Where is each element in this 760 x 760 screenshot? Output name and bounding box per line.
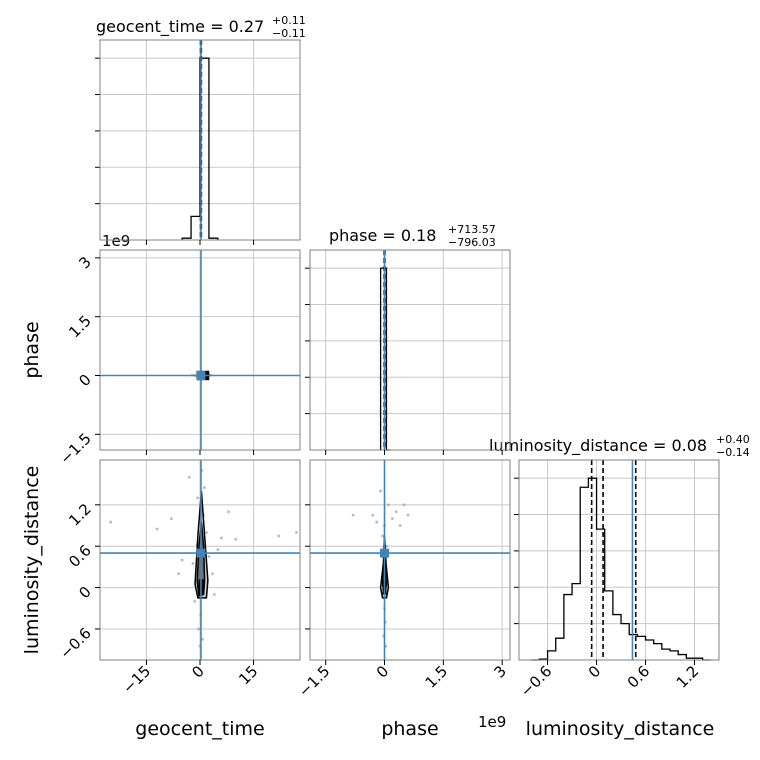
pair-phase-vs-luminosity-distance-point-3 [406,513,410,517]
pair-geocent-time-vs-luminosity-distance-point-28 [177,572,180,576]
title-phase-sub: −796.03 [448,236,496,249]
pair-geocent-time-vs-luminosity-distance-point-14 [205,531,208,534]
pair-phase-vs-luminosity-distance-point-15 [351,513,355,517]
pair-phase-vs-luminosity-distance-x-ticklabel-2: 1.5 [422,662,452,692]
pair-phase-vs-luminosity-distance-point-10 [375,520,379,524]
pair-geocent-time-vs-luminosity-distance-y-ticklabel-1: 0 [75,583,94,602]
pair-phase-vs-luminosity-distance-frame [309,459,511,661]
pair-geocent-time-vs-luminosity-distance-point-15 [207,555,211,558]
offset-text-geocent-time: 1e9 [102,232,130,250]
pair-geocent-time-vs-phase-y-ticklabel-0: −1.5 [56,429,94,467]
pair-phase-vs-luminosity-distance-x-ticklabel-1: 0 [373,662,392,681]
pair-geocent-time-vs-luminosity-distance-point-8 [196,496,199,500]
pair-geocent-time-vs-luminosity-distance-y-ticklabel-0: −0.6 [56,624,94,662]
pair-geocent-time-vs-luminosity-distance-x-ticklabel-1: 0 [188,662,207,681]
pair-geocent-time-vs-luminosity-distance-point-26 [155,527,159,531]
pair-geocent-time-vs-luminosity-distance-point-18 [193,599,197,603]
hist-luminosity-distance-x-ticklabel-2: 0.6 [624,662,654,692]
title-luminosity-distance-sup: +0.40 [716,433,750,446]
offset-text-phase: 1e9 [478,713,506,731]
pair-geocent-time-vs-luminosity-distance-point-2 [295,531,298,534]
title-phase: phase = 0.18 [329,226,436,245]
pair-geocent-time-vs-luminosity-distance-point-1 [277,534,280,538]
pair-phase-vs-luminosity-distance-point-1 [394,510,398,514]
pair-phase-vs-luminosity-distance-point-9 [390,517,394,521]
pair-geocent-time-vs-luminosity-distance-x-ticklabel-0: −15 [119,662,154,697]
pair-geocent-time-vs-luminosity-distance-point-29 [212,593,216,596]
y-axis-label-phase: phase [21,321,43,378]
pair-phase-vs-luminosity-distance-point-5 [387,503,390,507]
pair-geocent-time-vs-luminosity-distance-y-ticklabel-3: 1.2 [65,500,95,530]
pair-phase-vs-luminosity-distance-point-7 [381,534,384,538]
pair-geocent-time-vs-luminosity-distance-point-21 [201,637,204,641]
pair-phase-vs-luminosity-distance-point-0 [371,513,375,517]
x-axis-label-luminosity-distance: luminosity_distance [526,718,715,740]
pair-geocent-time-vs-luminosity-distance-point-3 [170,517,173,521]
x-axis-label-phase: phase [381,718,438,740]
hist-luminosity-distance-x-ticklabel-1: 0 [585,662,604,681]
pair-geocent-time-vs-phase-y-ticklabel-2: 1.5 [65,312,95,342]
pair-phase-vs-luminosity-distance-point-16 [398,524,402,527]
y-axis-label-luminosity-distance: luminosity_distance [21,466,43,655]
hist-luminosity-distance-x-ticklabel-3: 1.2 [673,662,703,692]
pair-geocent-time-vs-luminosity-distance-point-23 [180,558,184,562]
pair-phase-vs-luminosity-distance-x-ticklabel-3: 3 [491,662,510,681]
pair-geocent-time-vs-luminosity-distance-y-ticklabel-2: 0.6 [65,541,95,571]
plot-layer: −0.6 0 0.6 1.2 −1.5 0 1.5 3 −15 0 15 −0.6 0 0.6 1.2 −1.… [56,39,720,701]
pair-geocent-time-vs-luminosity-distance-point-27 [227,510,230,514]
pair-geocent-time-vs-phase-y-ticklabel-1: 0 [75,371,94,390]
title-geocent-time-sub: −0.11 [272,27,306,40]
pair-phase-vs-luminosity-distance-truth-marker [380,548,390,558]
x-axis-label-geocent-time: geocent_time [135,718,264,740]
hist-luminosity-distance-steps [531,477,711,661]
hist-phase-frame [309,249,511,451]
hist-luminosity-distance-x-ticklabel-0: −0.6 [517,662,555,700]
title-luminosity-distance: luminosity_distance = 0.08 [489,436,707,456]
pair-phase-vs-luminosity-distance-point-2 [402,503,406,507]
pair-geocent-time-vs-luminosity-distance-point-0 [109,520,113,524]
pair-geocent-time-vs-luminosity-distance-point-25 [234,537,238,541]
pair-geocent-time-vs-luminosity-distance-x-ticklabel-2: 15 [235,662,261,688]
pair-geocent-time-vs-luminosity-distance-point-24 [216,548,220,552]
title-geocent-time: geocent_time = 0.27 [96,17,264,37]
pair-geocent-time-vs-luminosity-distance-point-16 [191,562,195,565]
pair-geocent-time-vs-luminosity-distance-truth-marker [196,548,206,558]
pair-geocent-time-vs-luminosity-distance-point-5 [187,475,191,479]
pair-geocent-time-vs-phase-truth-marker [196,370,206,380]
pair-geocent-time-vs-luminosity-distance-point-17 [211,572,214,576]
title-luminosity-distance-sub: −0.14 [716,446,750,459]
pair-phase-vs-luminosity-distance-x-ticklabel-0: −1.5 [295,662,333,700]
hist-luminosity-distance-frame [518,459,720,661]
title-phase-sup: +713.57 [448,223,496,236]
pair-geocent-time-vs-luminosity-distance-point-4 [220,536,223,540]
title-geocent-time-sup: +0.11 [272,14,306,27]
pair-geocent-time-vs-luminosity-distance-point-7 [202,486,206,489]
pair-geocent-time-vs-phase-y-ticklabel-3: 3 [75,253,94,272]
pair-geocent-time-vs-luminosity-distance-point-20 [197,627,200,631]
pair-phase-vs-luminosity-distance-point-4 [379,489,382,493]
